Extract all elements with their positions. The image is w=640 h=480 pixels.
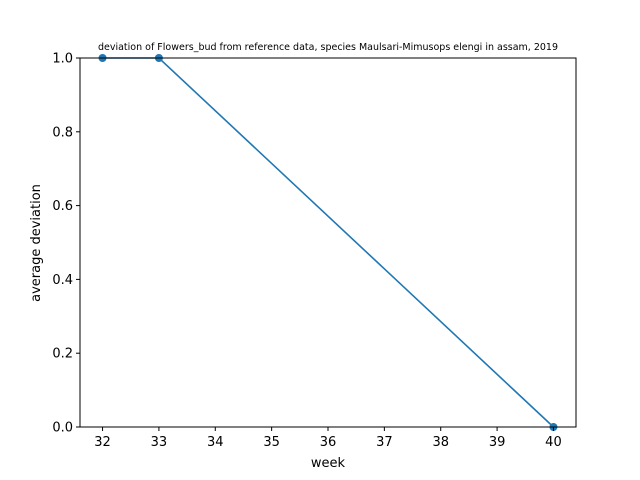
- series-line: [102, 57, 555, 428]
- y-axis: 0.0 0.2 0.4 0.6 0.8 1.0: [52, 52, 80, 436]
- plot-area: [98, 54, 558, 431]
- x-tick-label: 39: [489, 435, 506, 450]
- y-tick-label: 1.0: [52, 52, 73, 67]
- y-tick-label: 0.8: [52, 125, 73, 140]
- x-tick-label: 33: [151, 435, 168, 450]
- x-tick-label: 37: [376, 435, 393, 450]
- x-tick-label: 35: [263, 435, 280, 450]
- y-tick-label: 0.0: [52, 421, 73, 436]
- x-tick-label: 38: [432, 435, 449, 450]
- y-axis-title: average deviation: [29, 184, 44, 302]
- x-axis-title: week: [311, 456, 346, 471]
- x-tick-label: 34: [207, 435, 224, 450]
- x-tick-label: 32: [94, 435, 111, 450]
- plot-frame: [79, 57, 577, 428]
- y-tick-label: 0.6: [52, 199, 73, 214]
- y-tick-label: 0.4: [52, 273, 73, 288]
- x-tick-label: 40: [545, 435, 562, 450]
- x-tick-label: 36: [320, 435, 337, 450]
- x-axis: 32 33 34 35 36 37 38 39 40: [94, 427, 562, 450]
- chart-title: deviation of Flowers_bud from reference …: [98, 42, 558, 53]
- y-tick-label: 0.2: [52, 347, 73, 362]
